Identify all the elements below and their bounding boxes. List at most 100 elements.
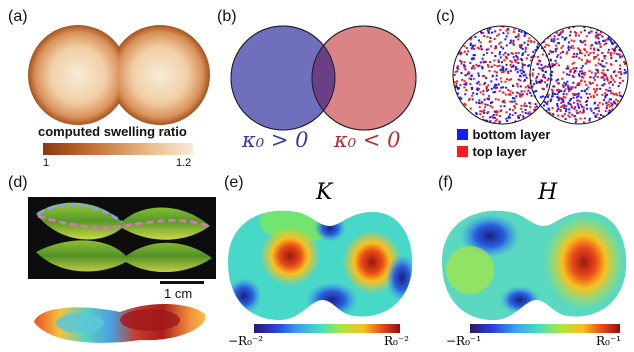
layer-speck [513, 28, 516, 31]
layer-speck [594, 90, 597, 92]
layer-speck [500, 26, 503, 28]
layer-speck [572, 81, 575, 84]
layer-speck [604, 110, 607, 112]
layer-speck [567, 45, 570, 48]
layer-speck [507, 89, 510, 91]
layer-speck [499, 105, 502, 108]
layer-speck [602, 40, 605, 42]
layer-speck [481, 115, 484, 118]
layer-speck [520, 90, 523, 93]
layer-speck [585, 51, 588, 54]
layer-speck [528, 101, 531, 104]
layer-speck [579, 51, 582, 54]
layer-speck [589, 82, 592, 85]
layer-speck [602, 75, 605, 78]
layer-speck [595, 107, 598, 110]
layer-speck [516, 91, 519, 94]
layer-speck [613, 49, 615, 52]
layer-speck [500, 80, 503, 83]
layer-speck [584, 71, 587, 74]
layer-speck [459, 84, 462, 87]
layer-speck [564, 84, 567, 87]
layer-speck [509, 100, 512, 103]
layer-speck [578, 48, 581, 51]
layer-speck [517, 115, 520, 118]
layer-speck [548, 65, 551, 68]
layer-speck [549, 100, 552, 102]
layer-speck [544, 65, 547, 68]
layer-speck [609, 38, 612, 41]
layer-speck [514, 112, 517, 114]
layer-speck [463, 66, 466, 69]
colorbar-e-tick-max: R₀⁻² [384, 334, 409, 348]
layer-speck [524, 64, 526, 66]
layer-speck [542, 88, 545, 91]
layer-speck [522, 116, 525, 119]
layer-speck [563, 90, 566, 93]
layer-speck [580, 52, 583, 55]
layer-speck [493, 86, 496, 88]
layer-speck [469, 44, 472, 47]
layer-speck [578, 74, 581, 77]
layer-speck [487, 31, 490, 34]
layer-speck [612, 100, 615, 103]
layer-speck [618, 76, 621, 79]
layer-speck [496, 111, 499, 113]
layer-speck [618, 94, 621, 97]
layer-speck [537, 62, 540, 65]
layer-speck [524, 86, 527, 89]
layer-speck [601, 60, 604, 62]
layer-speck [613, 93, 616, 96]
layer-speck [554, 50, 557, 53]
layer-speck [517, 38, 520, 41]
layer-speck [497, 98, 500, 101]
layer-speck [524, 112, 527, 114]
layer-speck [561, 30, 564, 33]
layer-speck [500, 86, 503, 89]
layer-speck [576, 52, 579, 55]
layer-speck [582, 41, 585, 44]
layer-speck [619, 64, 622, 67]
layer-speck [582, 121, 585, 124]
layer-speck [480, 48, 483, 51]
layer-speck [605, 102, 608, 104]
layer-speck [568, 73, 571, 76]
layer-speck [625, 71, 628, 74]
layer-speck [592, 96, 595, 99]
layer-speck [574, 106, 577, 109]
layer-speck [505, 44, 508, 47]
layer-speck [538, 67, 541, 70]
layer-speck [593, 57, 596, 60]
layer-speck [494, 98, 497, 101]
layer-speck [602, 84, 605, 87]
layer-speck [485, 48, 488, 51]
layer-speck [612, 92, 614, 95]
layer-speck [507, 72, 510, 74]
layer-speck [559, 97, 561, 100]
layer-speck [478, 102, 480, 105]
layer-speck [574, 93, 577, 96]
layer-speck [475, 63, 478, 66]
layer-speck [545, 102, 548, 105]
layer-speck [584, 39, 587, 42]
layer-speck [561, 36, 564, 39]
layer-speck [562, 50, 564, 53]
layer-speck [517, 92, 520, 95]
colorbar-a-tick-max: 1.2 [176, 157, 192, 169]
layer-speck [509, 93, 512, 96]
layer-speck [553, 93, 556, 95]
layer-speck [486, 119, 489, 122]
layer-speck [519, 69, 522, 72]
layer-speck [563, 105, 566, 108]
layer-speck [523, 104, 526, 107]
layer-speck [571, 55, 574, 58]
layer-speck [466, 72, 469, 75]
layer-speck [535, 105, 538, 108]
layer-speck [552, 85, 555, 88]
legend-blue-swatch [457, 129, 468, 141]
layer-speck [504, 38, 507, 41]
layer-speck [526, 93, 528, 96]
layer-speck [495, 83, 498, 86]
layer-speck [487, 89, 490, 91]
